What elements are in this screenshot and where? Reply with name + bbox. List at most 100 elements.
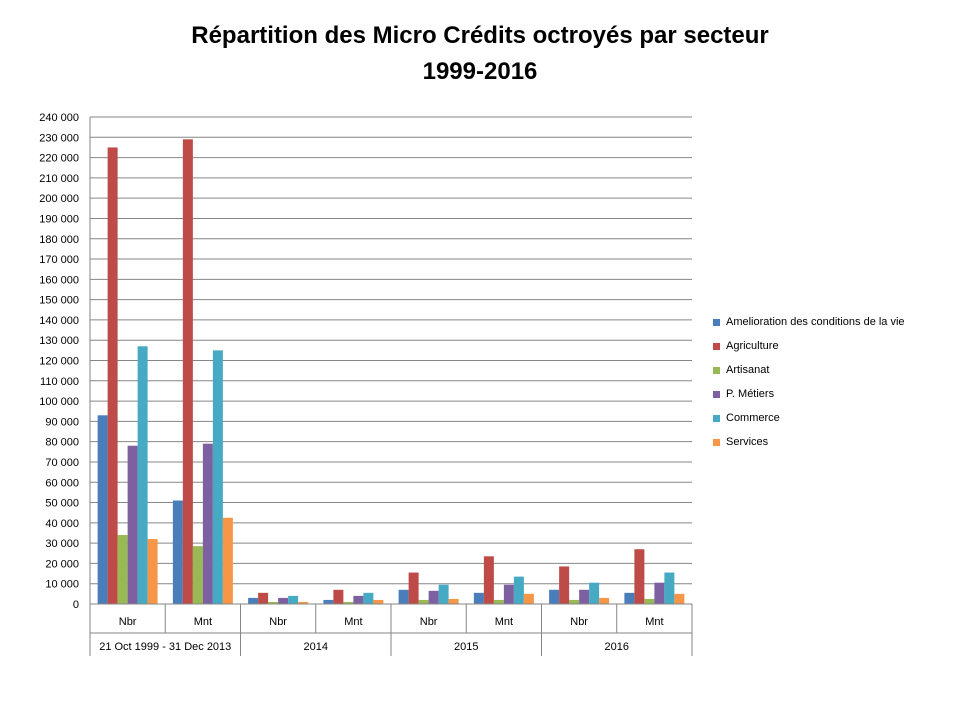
bar bbox=[192, 546, 203, 604]
bar bbox=[172, 500, 183, 604]
bar bbox=[513, 576, 524, 604]
bar bbox=[654, 582, 665, 604]
bar bbox=[398, 589, 409, 604]
legend-item: Commerce bbox=[713, 409, 905, 433]
bar bbox=[549, 589, 560, 604]
bar bbox=[483, 556, 494, 604]
x-group-label: 21 Oct 1999 - 31 Dec 2013 bbox=[99, 641, 231, 653]
y-tick-label: 10 000 bbox=[45, 579, 79, 591]
x-tick-label: Mnt bbox=[645, 616, 663, 628]
bar bbox=[664, 572, 675, 604]
y-tick-label: 220 000 bbox=[39, 153, 79, 165]
bar bbox=[147, 539, 158, 604]
bar bbox=[278, 597, 289, 604]
y-tick-label: 130 000 bbox=[39, 335, 79, 347]
bar bbox=[202, 443, 213, 604]
bar bbox=[438, 584, 449, 604]
y-tick-label: 0 bbox=[73, 599, 79, 611]
legend-label: Amelioration des conditions de la vie bbox=[726, 316, 905, 328]
y-tick-label: 240 000 bbox=[39, 112, 79, 124]
bar bbox=[353, 595, 364, 604]
bar bbox=[589, 582, 600, 604]
x-tick-label: Nbr bbox=[420, 616, 438, 628]
bar bbox=[258, 592, 269, 604]
bar bbox=[579, 589, 590, 604]
bar bbox=[363, 592, 374, 604]
y-tick-label: 30 000 bbox=[45, 538, 79, 550]
y-tick-label: 100 000 bbox=[39, 396, 79, 408]
x-tick-label: Mnt bbox=[495, 616, 513, 628]
legend-swatch bbox=[713, 367, 720, 374]
y-tick-label: 120 000 bbox=[39, 356, 79, 368]
bar bbox=[569, 599, 580, 604]
bar bbox=[323, 599, 334, 604]
y-tick-label: 80 000 bbox=[45, 437, 79, 449]
legend-swatch bbox=[713, 391, 720, 398]
bar bbox=[599, 597, 610, 604]
bar bbox=[408, 572, 419, 604]
x-group-label: 2015 bbox=[454, 641, 478, 653]
y-tick-label: 180 000 bbox=[39, 234, 79, 246]
y-tick-label: 190 000 bbox=[39, 213, 79, 225]
y-tick-label: 170 000 bbox=[39, 254, 79, 266]
y-tick-label: 150 000 bbox=[39, 295, 79, 307]
y-tick-label: 50 000 bbox=[45, 498, 79, 510]
legend-label: Commerce bbox=[726, 412, 780, 424]
bar bbox=[268, 601, 279, 604]
legend-item: Services bbox=[713, 433, 905, 457]
y-tick-label: 110 000 bbox=[40, 376, 79, 388]
bar bbox=[644, 598, 655, 604]
bar bbox=[493, 599, 504, 604]
y-tick-label: 20 000 bbox=[45, 558, 79, 570]
bar bbox=[97, 415, 108, 604]
legend-swatch bbox=[713, 415, 720, 422]
bar bbox=[107, 147, 118, 604]
bar bbox=[674, 593, 685, 604]
y-tick-label: 60 000 bbox=[45, 477, 79, 489]
bar bbox=[137, 346, 148, 604]
bar bbox=[559, 566, 570, 604]
bar bbox=[127, 445, 138, 604]
bar bbox=[343, 601, 354, 604]
y-tick-label: 70 000 bbox=[45, 457, 79, 469]
y-tick-label: 230 000 bbox=[39, 132, 79, 144]
x-group-label: 2016 bbox=[605, 641, 629, 653]
y-tick-label: 210 000 bbox=[39, 173, 79, 185]
legend-item: Artisanat bbox=[713, 361, 905, 385]
x-group-label: 2014 bbox=[304, 641, 328, 653]
chart-legend: Amelioration des conditions de la vie Agr… bbox=[713, 313, 905, 457]
x-tick-label: Mnt bbox=[344, 616, 362, 628]
bar bbox=[117, 535, 128, 604]
bar bbox=[473, 592, 484, 604]
bar bbox=[503, 584, 514, 604]
bar bbox=[182, 139, 193, 604]
legend-item: P. Métiers bbox=[713, 385, 905, 409]
chart-subtitle: 1999-2016 bbox=[422, 58, 538, 85]
legend-swatch bbox=[713, 343, 720, 350]
y-tick-label: 90 000 bbox=[45, 416, 79, 428]
y-tick-label: 200 000 bbox=[39, 193, 79, 205]
bar bbox=[212, 350, 223, 604]
bar bbox=[248, 597, 259, 604]
bar bbox=[634, 549, 645, 604]
y-tick-label: 40 000 bbox=[45, 518, 79, 530]
bar bbox=[448, 598, 459, 604]
x-tick-label: Nbr bbox=[119, 616, 137, 628]
y-tick-label: 160 000 bbox=[39, 274, 79, 286]
legend-label: Artisanat bbox=[726, 364, 770, 376]
bar bbox=[523, 593, 534, 604]
bar bbox=[222, 517, 233, 604]
bar bbox=[298, 601, 309, 604]
x-tick-label: Nbr bbox=[570, 616, 588, 628]
legend-label: Agriculture bbox=[726, 340, 779, 352]
bar bbox=[418, 599, 429, 604]
bar bbox=[373, 599, 384, 604]
legend-item: Amelioration des conditions de la vie bbox=[713, 313, 905, 337]
bar bbox=[288, 595, 299, 604]
x-tick-label: Nbr bbox=[269, 616, 287, 628]
bar bbox=[333, 589, 344, 604]
x-tick-label: Mnt bbox=[194, 616, 212, 628]
bar bbox=[428, 590, 439, 604]
